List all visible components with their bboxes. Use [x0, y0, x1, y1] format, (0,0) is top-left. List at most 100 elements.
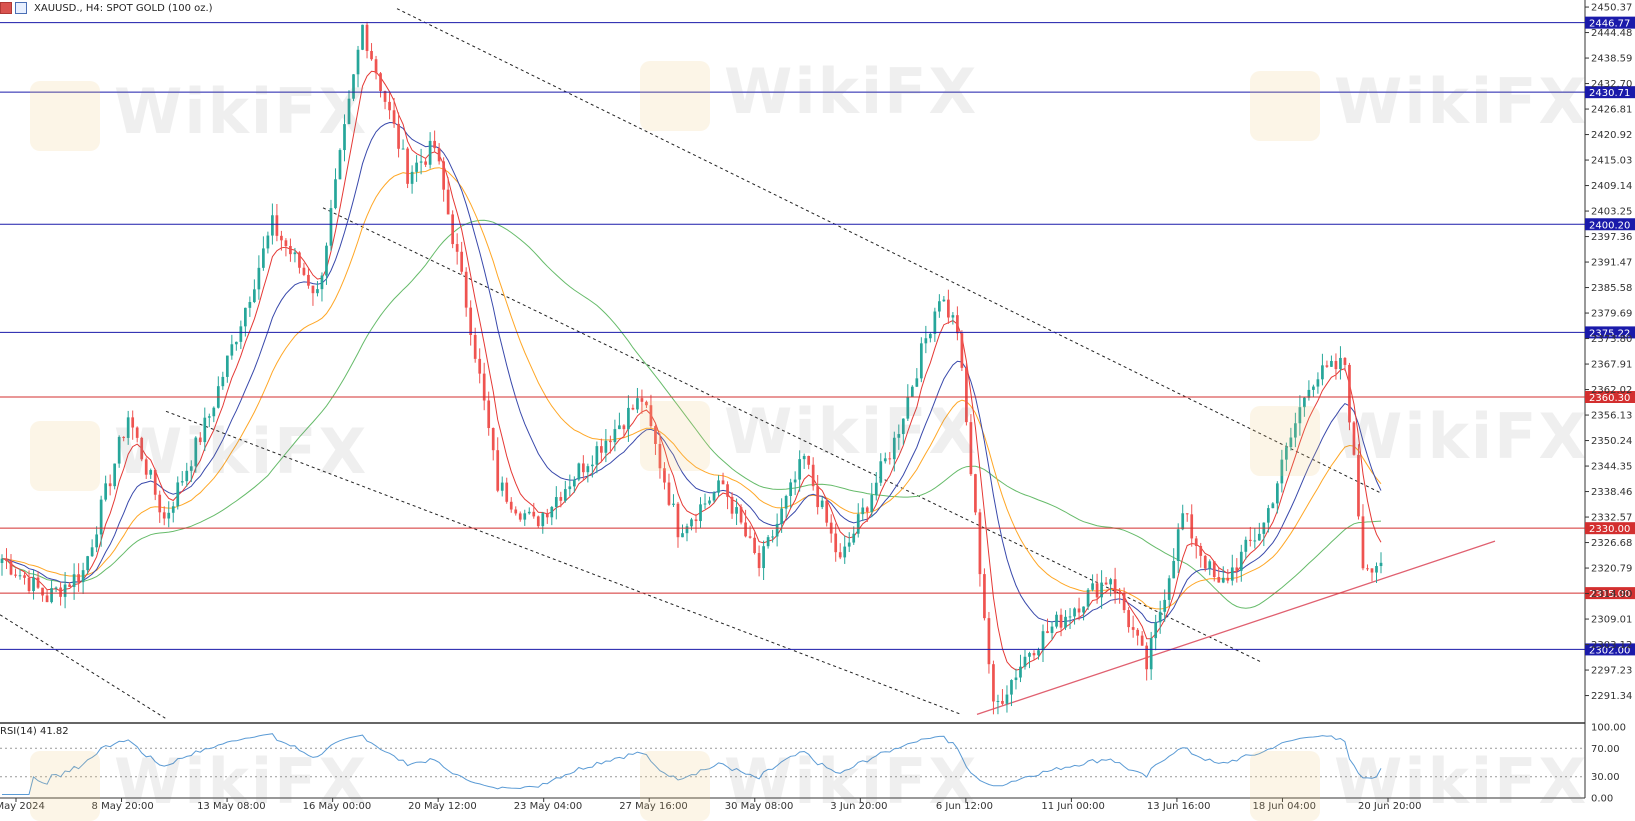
candle-body	[694, 519, 698, 522]
candle-body	[108, 483, 112, 487]
trend-line-lower	[165, 410, 962, 715]
candle-body	[541, 513, 545, 527]
price-tick-label: 2444.48	[1591, 28, 1632, 39]
candle-body	[892, 437, 896, 460]
candle-body	[1203, 555, 1207, 569]
candle-body	[1023, 656, 1027, 667]
candle-body	[113, 463, 117, 487]
candle-body	[424, 161, 427, 165]
rsi-line	[2, 733, 1382, 795]
candle-body	[1122, 593, 1126, 611]
level-label-2330.00: 2330.00	[1589, 524, 1630, 535]
candle-body	[239, 326, 243, 342]
candle-body	[1375, 566, 1378, 573]
candle-body	[834, 533, 838, 553]
candle-body	[987, 618, 991, 665]
candle-body	[126, 417, 130, 438]
candle-body	[649, 405, 653, 427]
candle-body	[9, 561, 13, 575]
candle-body	[1131, 627, 1135, 630]
level-label-2430.71: 2430.71	[1589, 88, 1630, 99]
candle-body	[1361, 516, 1365, 569]
candle-body	[942, 299, 946, 302]
level-tag-2430.71	[1585, 86, 1635, 99]
candle-body	[158, 494, 162, 513]
candle-body	[1113, 579, 1117, 593]
candle-body	[379, 73, 382, 92]
candle-body	[325, 245, 328, 276]
candle-body	[1298, 407, 1302, 424]
candle-body	[1077, 608, 1081, 613]
candle-body	[316, 289, 319, 294]
candle-body	[992, 664, 995, 702]
price-tick-label: 2297.23	[1591, 666, 1632, 677]
candle-body	[1086, 589, 1090, 607]
candle-body	[36, 577, 40, 588]
candle-body	[185, 470, 189, 482]
candle-body	[171, 506, 175, 513]
candle-body	[230, 344, 234, 356]
price-tick-label: 2350.24	[1591, 436, 1632, 447]
candle-body	[919, 343, 923, 379]
candle-body	[1082, 606, 1085, 613]
candle-body	[1136, 629, 1139, 636]
candle-body	[23, 575, 26, 578]
rsi-tick-label: 30.00	[1591, 772, 1620, 783]
candle-body	[793, 479, 797, 483]
level-label-2375.22: 2375.22	[1589, 328, 1630, 339]
window-icon[interactable]	[15, 2, 27, 14]
candle-body	[473, 334, 477, 359]
candle-body	[500, 482, 504, 491]
candle-body	[311, 285, 315, 294]
candle-body	[1100, 582, 1103, 598]
candle-body	[293, 252, 297, 255]
candle-body	[640, 398, 644, 402]
candle-body	[99, 499, 103, 535]
candle-body	[906, 396, 910, 419]
candle-body	[726, 484, 729, 497]
candle-body	[554, 497, 558, 507]
candle-body	[591, 464, 594, 467]
candle-body	[685, 526, 689, 534]
candle-body	[1379, 562, 1383, 567]
candle-body	[1050, 626, 1054, 634]
candle-body	[1127, 610, 1130, 628]
candle-body	[600, 446, 603, 453]
candle-body	[550, 506, 554, 518]
candle-body	[284, 240, 288, 246]
price-tick-label: 2438.59	[1591, 54, 1632, 65]
candle-body	[1167, 578, 1171, 600]
candle-body	[807, 455, 811, 465]
candle-body	[248, 302, 252, 308]
time-tick-label: 27 May 16:00	[619, 801, 688, 812]
candle-body	[307, 274, 310, 286]
level-label-2446.77: 2446.77	[1589, 19, 1630, 30]
time-tick-label: 18 Jun 04:00	[1252, 801, 1316, 812]
candle-body	[81, 570, 85, 583]
candle-body	[1073, 608, 1076, 617]
level-tag-2330.00	[1585, 522, 1635, 535]
candle-body	[257, 267, 261, 290]
candle-body	[681, 533, 684, 538]
candle-body	[469, 307, 473, 335]
candle-body	[757, 553, 761, 569]
candle-body	[428, 140, 432, 165]
chart-icon[interactable]	[0, 2, 12, 14]
candle-body	[149, 470, 153, 475]
candle-body	[262, 248, 265, 268]
candle-body	[974, 474, 977, 513]
candle-body	[1095, 583, 1099, 598]
time-tick-label: 6 Jun 12:00	[936, 801, 993, 812]
candle-body	[581, 463, 585, 473]
candle-body	[275, 215, 279, 236]
candle-body	[68, 584, 71, 587]
price-tick-label: 2391.47	[1591, 258, 1632, 269]
candle-body	[45, 595, 49, 603]
candle-body	[798, 459, 802, 480]
candle-body	[572, 479, 576, 487]
candle-body	[888, 458, 892, 460]
price-tick-label: 2303.12	[1591, 640, 1632, 651]
candle-body	[699, 504, 702, 522]
candle-body	[577, 463, 581, 480]
